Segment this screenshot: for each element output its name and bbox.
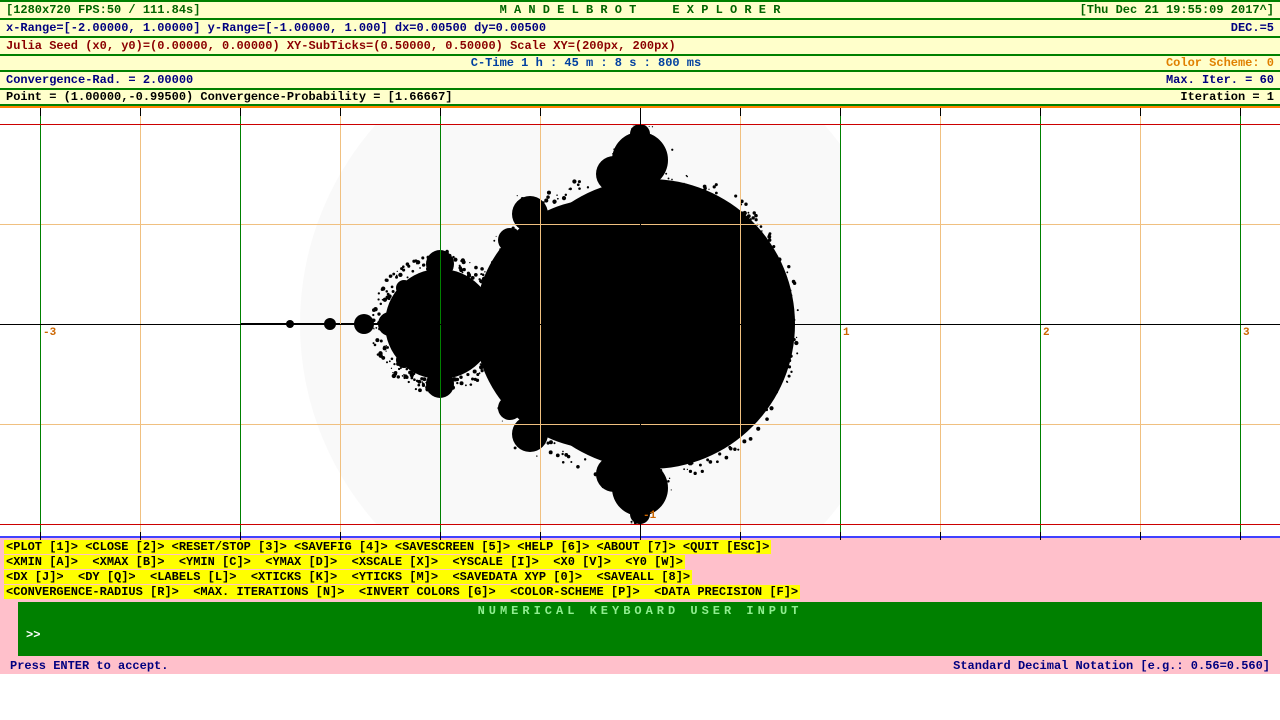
header-row-point: Point = (1.00000,-0.99500) Convergence-P…	[0, 88, 1280, 106]
footer-bar: Press ENTER to accept. Standard Decimal …	[4, 658, 1276, 674]
clock-text: [Thu Dec 21 19:55:09 2017^]	[1080, 3, 1274, 17]
header-row-conv: Convergence-Rad. = 2.00000 Max. Iter. = …	[0, 70, 1280, 88]
cmd-row-2[interactable]: <DX [J]> <DY [Q]> <LABELS [L]> <XTICKS […	[4, 570, 692, 584]
point-text: Point = (1.00000,-0.99500) Convergence-P…	[6, 90, 452, 104]
command-panel: <PLOT [1]> <CLOSE [2]> <RESET/STOP [3]> …	[0, 538, 1280, 674]
dec-text: DEC.=5	[1231, 21, 1274, 35]
header-row-julia: Julia Seed (x0, y0)=(0.00000, 0.00000) X…	[0, 36, 1280, 54]
input-prompt[interactable]: >>	[18, 618, 1262, 652]
convrad-text: Convergence-Rad. = 2.00000	[6, 73, 193, 87]
fps-text: [1280x720 FPS:50 / 111.84s]	[6, 3, 200, 17]
header-row-fps: [1280x720 FPS:50 / 111.84s] M A N D E L …	[0, 0, 1280, 18]
input-title: NUMERICAL KEYBOARD USER INPUT	[18, 602, 1262, 618]
header-row-ctime: C-Time 1 h : 45 m : 8 s : 800 ms Color S…	[0, 54, 1280, 70]
footer-right: Standard Decimal Notation [e.g.: 0.56=0.…	[953, 659, 1270, 673]
axis-label: 2	[1043, 327, 1050, 339]
iteration-text: Iteration = 1	[1180, 90, 1274, 104]
header-row-range: x-Range=[-2.00000, 1.00000] y-Range=[-1.…	[0, 18, 1280, 36]
range-text: x-Range=[-2.00000, 1.00000] y-Range=[-1.…	[6, 21, 546, 35]
ctime-text: C-Time 1 h : 45 m : 8 s : 800 ms	[6, 56, 1166, 70]
colorscheme-text: Color Scheme: 0	[1166, 56, 1274, 70]
cmd-row-1[interactable]: <XMIN [A]> <XMAX [B]> <YMIN [C]> <YMAX […	[4, 555, 685, 569]
cmd-row-3[interactable]: <CONVERGENCE-RADIUS [R]> <MAX. ITERATION…	[4, 585, 800, 599]
numeric-input-box[interactable]: NUMERICAL KEYBOARD USER INPUT >>	[18, 602, 1262, 656]
cmd-row-0[interactable]: <PLOT [1]> <CLOSE [2]> <RESET/STOP [3]> …	[4, 540, 771, 554]
plot-canvas[interactable]: -3 1 2 3 -1	[0, 106, 1280, 538]
axis-label: -1	[643, 510, 656, 522]
julia-text: Julia Seed (x0, y0)=(0.00000, 0.00000) X…	[6, 39, 676, 53]
app-title: M A N D E L B R O T E X P L O R E R	[200, 3, 1079, 17]
axis-label: -3	[43, 327, 56, 339]
axis-label: 1	[843, 327, 850, 339]
axis-label: 3	[1243, 327, 1250, 339]
maxiter-text: Max. Iter. = 60	[1166, 73, 1274, 87]
footer-left: Press ENTER to accept.	[10, 659, 168, 673]
